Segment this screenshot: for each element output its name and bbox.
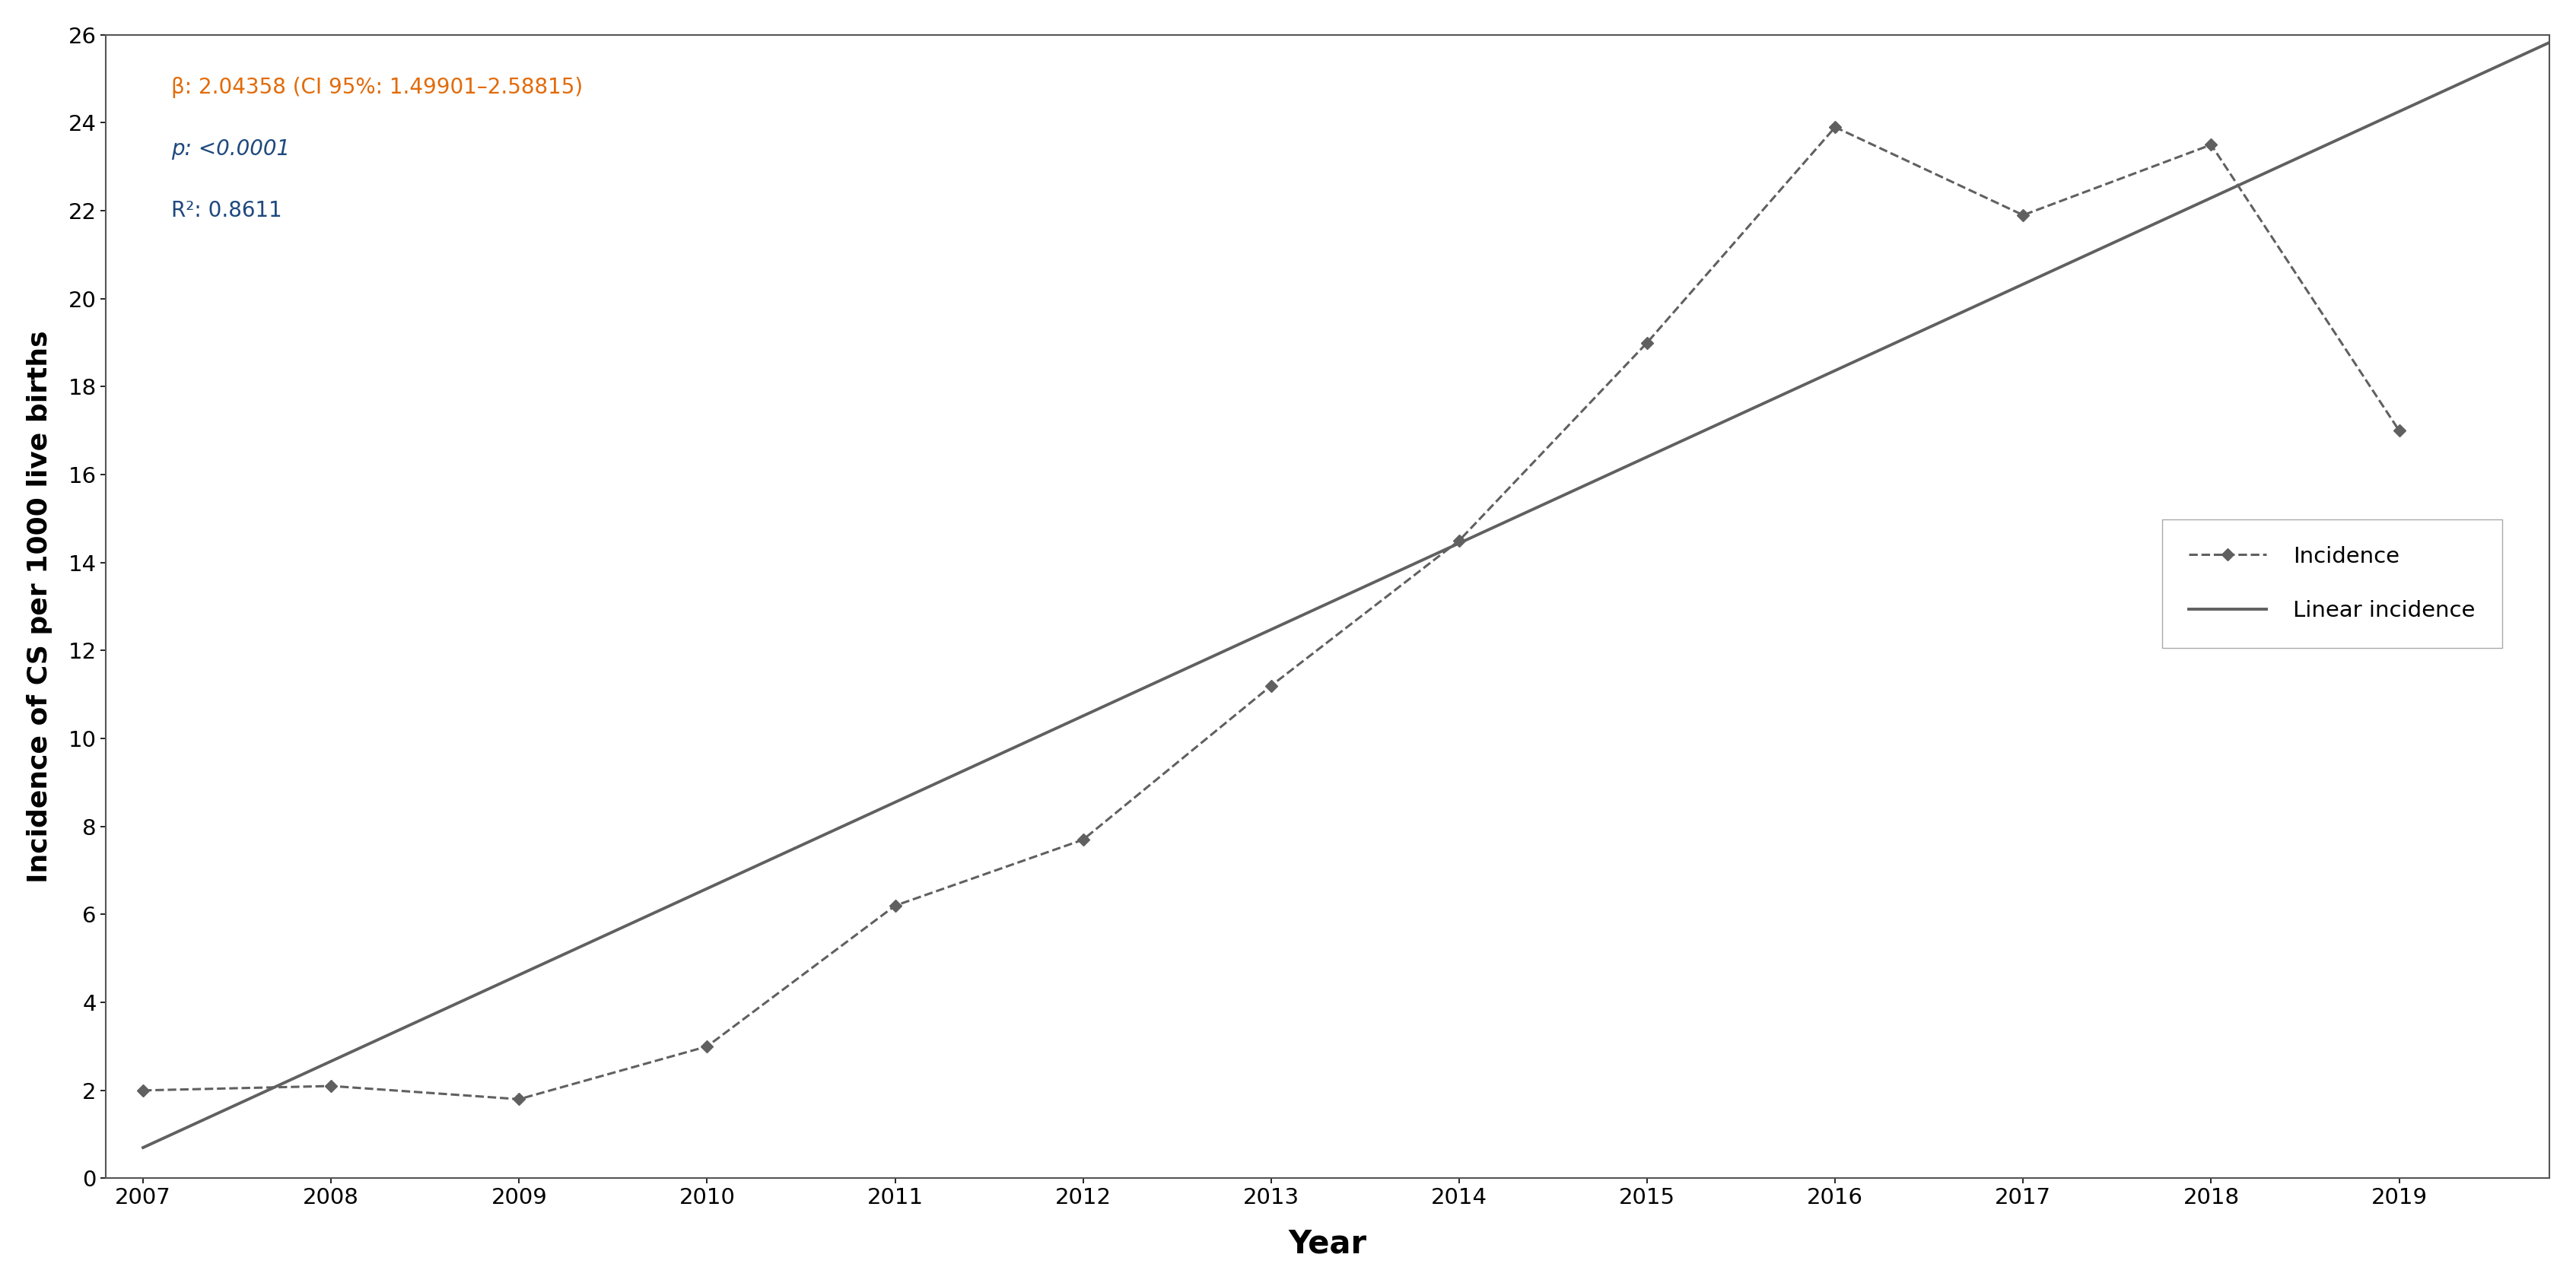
Incidence — [2383, 423, 2414, 439]
Incidence — [878, 898, 909, 913]
Legend: Incidence, Linear incidence: Incidence, Linear incidence — [2161, 520, 2501, 648]
Text: R²: 0.8611: R²: 0.8611 — [170, 201, 283, 221]
Incidence — [129, 1083, 160, 1098]
X-axis label: Year: Year — [1288, 1228, 1368, 1259]
Incidence — [505, 1092, 536, 1107]
Incidence — [1255, 678, 1285, 693]
Incidence — [1819, 120, 1850, 135]
Text: p: <0.0001: p: <0.0001 — [170, 139, 291, 159]
Incidence — [2195, 138, 2226, 153]
Incidence — [1443, 532, 1473, 548]
Incidence — [317, 1078, 348, 1093]
Line: Incidence: Incidence — [139, 123, 2403, 1103]
Incidence — [690, 1039, 721, 1055]
Incidence — [1631, 334, 1662, 350]
Text: β: 2.04358 (CI 95%: 1.49901–2.58815): β: 2.04358 (CI 95%: 1.49901–2.58815) — [170, 77, 582, 98]
Y-axis label: Incidence of CS per 1000 live births: Incidence of CS per 1000 live births — [26, 331, 52, 883]
Incidence — [2007, 207, 2038, 222]
Incidence — [1066, 832, 1097, 847]
